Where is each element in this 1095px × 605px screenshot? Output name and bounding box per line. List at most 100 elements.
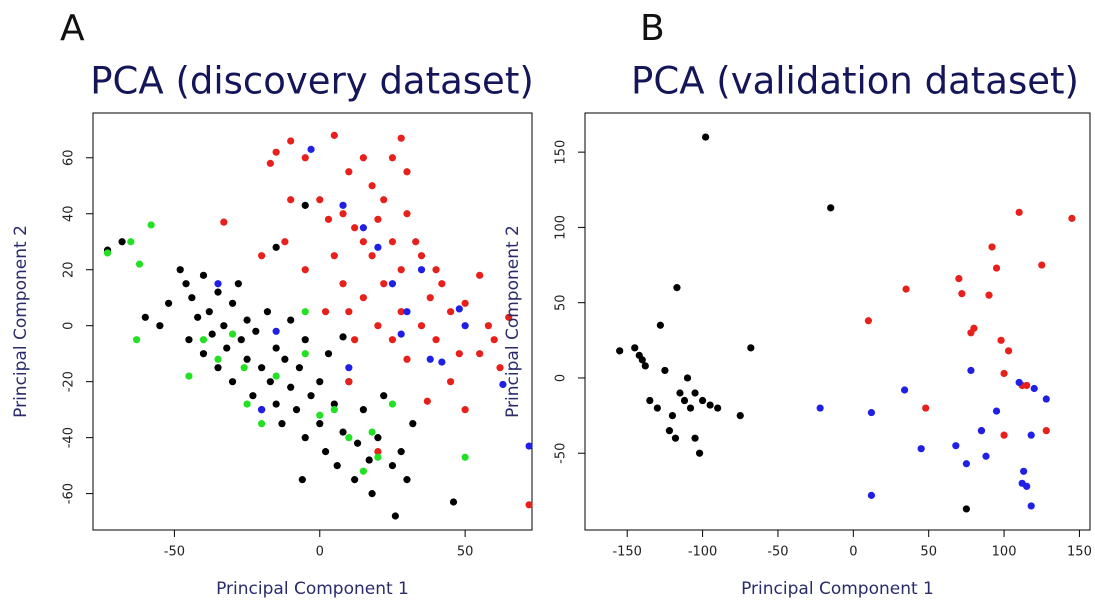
point	[864, 317, 873, 325]
chart-title: PCA (discovery dataset)	[90, 60, 534, 103]
point	[351, 476, 359, 484]
point	[412, 238, 420, 246]
point	[301, 266, 309, 274]
plot-frame	[584, 112, 1091, 531]
point	[301, 434, 309, 442]
point	[374, 322, 382, 330]
point	[985, 291, 993, 299]
point	[1000, 369, 1008, 378]
point	[1068, 214, 1076, 222]
point	[646, 396, 654, 405]
point	[417, 252, 426, 260]
point	[135, 260, 144, 268]
point	[374, 448, 382, 456]
point	[272, 327, 280, 335]
point	[736, 411, 744, 420]
y-tick-label: 0	[62, 322, 77, 330]
point	[234, 280, 242, 288]
point	[339, 201, 347, 209]
point	[368, 252, 376, 260]
point	[316, 378, 324, 386]
point	[249, 392, 257, 400]
point	[287, 137, 295, 145]
point	[133, 336, 141, 344]
point	[345, 168, 353, 176]
point	[1038, 261, 1046, 269]
point	[351, 336, 359, 344]
point	[673, 284, 681, 292]
x-tick-label: -50	[767, 545, 788, 560]
point	[970, 324, 978, 332]
point	[141, 313, 149, 321]
point	[182, 280, 190, 288]
point	[316, 411, 324, 419]
point	[449, 498, 458, 506]
point	[403, 476, 411, 484]
point	[525, 442, 533, 450]
panel-label: A	[60, 8, 85, 49]
point	[194, 313, 202, 321]
x-tick-label: 0	[316, 545, 324, 560]
point	[228, 330, 237, 338]
point	[164, 299, 173, 307]
point	[316, 196, 324, 204]
point	[214, 280, 222, 288]
point	[827, 204, 835, 212]
point	[298, 476, 306, 484]
chart-title: PCA (validation dataset)	[631, 60, 1079, 103]
point	[243, 355, 251, 363]
point	[446, 308, 455, 316]
point	[301, 308, 309, 316]
point	[330, 252, 338, 260]
point	[359, 238, 367, 246]
point	[747, 344, 755, 352]
point	[176, 266, 184, 274]
point	[388, 238, 397, 246]
x-tick-label: -50	[164, 545, 185, 560]
point	[484, 322, 492, 330]
point	[281, 238, 289, 246]
point	[258, 364, 266, 372]
point	[1004, 347, 1013, 355]
point	[292, 406, 301, 414]
point	[676, 389, 684, 397]
point	[397, 266, 405, 274]
point	[997, 336, 1005, 344]
point	[228, 378, 237, 386]
point	[867, 491, 876, 499]
point	[365, 456, 373, 464]
point	[388, 400, 397, 408]
point	[380, 280, 388, 288]
point	[243, 316, 251, 324]
point	[616, 347, 624, 355]
point	[631, 344, 639, 352]
point	[258, 252, 266, 260]
point	[1018, 479, 1026, 487]
point	[403, 210, 411, 218]
point	[1023, 381, 1031, 390]
point	[388, 462, 397, 470]
point	[339, 333, 347, 341]
point	[641, 362, 649, 370]
point	[103, 249, 112, 257]
point	[432, 336, 440, 344]
x-tick-label: -100	[688, 545, 718, 560]
point	[237, 336, 245, 344]
point	[1027, 502, 1035, 510]
point	[426, 355, 434, 363]
point	[345, 378, 353, 386]
point	[368, 182, 376, 190]
point	[321, 448, 330, 456]
point	[706, 401, 714, 409]
y-tick-label: 0	[554, 374, 569, 382]
point	[656, 321, 664, 329]
point	[374, 434, 382, 442]
point	[188, 294, 196, 302]
point	[1015, 208, 1023, 216]
y-tick-label: 100	[554, 215, 569, 240]
point	[156, 322, 164, 330]
point	[252, 327, 260, 335]
point	[147, 221, 155, 229]
point	[266, 159, 274, 167]
y-tick-label: 40	[62, 205, 77, 222]
